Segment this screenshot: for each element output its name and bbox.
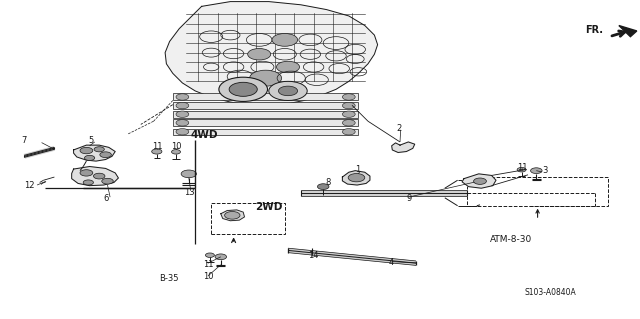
Circle shape xyxy=(83,180,93,185)
Text: 2WD: 2WD xyxy=(255,202,282,212)
Text: 4: 4 xyxy=(389,258,394,267)
Circle shape xyxy=(342,94,355,100)
Text: 14: 14 xyxy=(308,251,319,260)
Polygon shape xyxy=(392,142,415,152)
Text: 1: 1 xyxy=(355,165,360,174)
Text: 6: 6 xyxy=(104,194,109,203)
Circle shape xyxy=(219,77,268,101)
Text: S103-A0840A: S103-A0840A xyxy=(525,288,577,297)
Text: 3: 3 xyxy=(543,166,548,175)
Bar xyxy=(173,129,358,135)
Circle shape xyxy=(152,149,162,154)
Text: 4WD: 4WD xyxy=(191,130,218,140)
Circle shape xyxy=(276,61,300,73)
Circle shape xyxy=(272,33,298,46)
Circle shape xyxy=(93,173,105,179)
Circle shape xyxy=(229,82,257,96)
Polygon shape xyxy=(72,167,118,186)
Text: 8: 8 xyxy=(325,178,330,187)
Bar xyxy=(211,203,285,234)
Circle shape xyxy=(176,129,189,135)
Text: 5: 5 xyxy=(88,137,93,145)
Bar xyxy=(173,102,358,109)
Text: FR.: FR. xyxy=(586,25,604,35)
Circle shape xyxy=(342,102,355,109)
Bar xyxy=(173,119,358,126)
Text: 11: 11 xyxy=(152,142,163,151)
Circle shape xyxy=(80,147,93,154)
Circle shape xyxy=(205,253,214,257)
Text: 10: 10 xyxy=(172,142,182,151)
Circle shape xyxy=(172,150,180,154)
Text: 9: 9 xyxy=(406,194,412,203)
Text: ATM-8-30: ATM-8-30 xyxy=(490,235,532,244)
Circle shape xyxy=(248,48,271,60)
Circle shape xyxy=(517,167,526,172)
Bar xyxy=(173,111,358,118)
Polygon shape xyxy=(619,26,637,37)
Text: 11: 11 xyxy=(517,163,527,172)
Text: 11: 11 xyxy=(204,260,214,269)
Circle shape xyxy=(84,155,95,160)
Bar xyxy=(173,93,358,100)
Text: 2: 2 xyxy=(397,124,402,133)
Circle shape xyxy=(215,254,227,260)
Circle shape xyxy=(474,178,486,184)
Bar xyxy=(467,177,608,206)
Circle shape xyxy=(100,152,111,158)
Circle shape xyxy=(176,94,189,100)
Circle shape xyxy=(278,86,298,96)
Circle shape xyxy=(317,184,329,189)
Circle shape xyxy=(342,120,355,126)
Polygon shape xyxy=(221,210,244,221)
Circle shape xyxy=(176,120,189,126)
Circle shape xyxy=(181,170,196,178)
Circle shape xyxy=(342,129,355,135)
Circle shape xyxy=(94,147,104,152)
Text: B-35: B-35 xyxy=(159,274,178,283)
Polygon shape xyxy=(74,145,115,161)
Circle shape xyxy=(176,111,189,117)
Text: 13: 13 xyxy=(184,188,195,197)
Polygon shape xyxy=(462,174,496,188)
Text: 12: 12 xyxy=(24,181,35,190)
Circle shape xyxy=(269,81,307,100)
Text: 10: 10 xyxy=(204,272,214,281)
Circle shape xyxy=(348,174,365,182)
Circle shape xyxy=(342,111,355,117)
Circle shape xyxy=(531,168,542,174)
Text: 7: 7 xyxy=(22,137,27,145)
Circle shape xyxy=(176,102,189,109)
Circle shape xyxy=(80,170,93,176)
Circle shape xyxy=(102,178,113,184)
Circle shape xyxy=(225,211,240,219)
Polygon shape xyxy=(342,171,370,185)
Polygon shape xyxy=(165,2,378,105)
Circle shape xyxy=(250,70,282,86)
